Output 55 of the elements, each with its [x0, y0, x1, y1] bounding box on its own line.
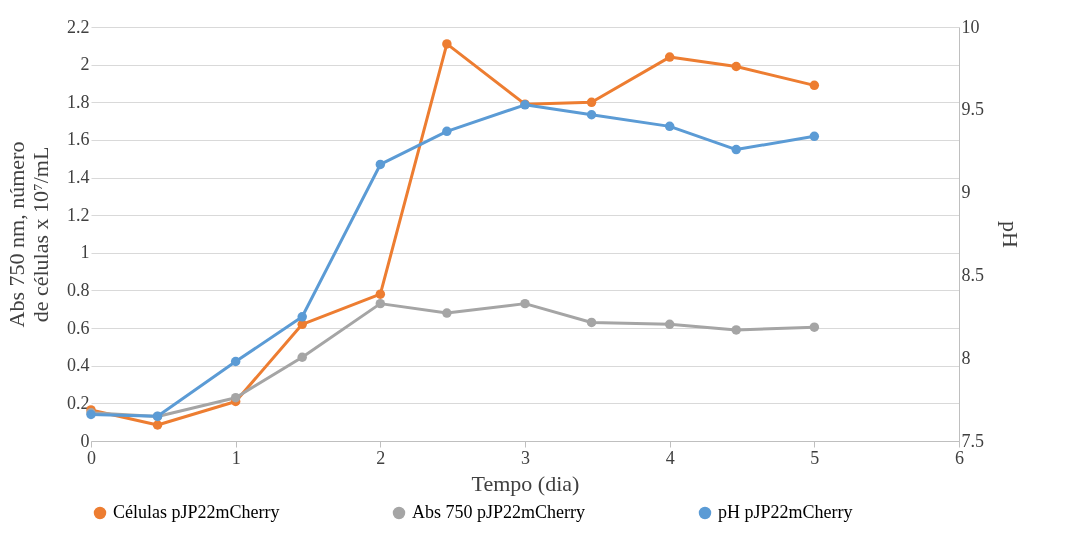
y2-tick-label: 7.5 [961, 430, 984, 451]
x-tick-label: 2 [376, 447, 386, 468]
point [586, 317, 597, 328]
y-tick-label: 0.2 [67, 392, 90, 413]
y-tick-label: 1.8 [67, 91, 90, 112]
y-axis-title: Abs 750 nm, número de células x 10⁷/mL [4, 141, 53, 328]
y-tick-label: 1.4 [67, 167, 90, 188]
y2-tick-label: 8.5 [961, 264, 984, 285]
point [442, 308, 452, 318]
point [230, 356, 241, 367]
point [809, 322, 820, 332]
y2-tick-label: 9.5 [961, 99, 984, 120]
point [586, 110, 597, 120]
x-axis-title: Tempo (dia) [471, 470, 580, 496]
y-tick-label: 0.8 [67, 279, 90, 300]
legend-label: pH pJP22mCherry [718, 502, 853, 522]
point [809, 80, 820, 91]
point [230, 392, 241, 403]
y-tick-label: 0.4 [67, 355, 90, 376]
point [297, 312, 307, 322]
x-tick-label: 6 [955, 447, 964, 468]
y2-tick-label: 10 [961, 16, 980, 37]
y-tick-label: 1.2 [67, 204, 90, 225]
y-tick-label: 1.6 [67, 129, 90, 150]
y2-tick-label: 9 [961, 182, 971, 203]
y-tick-label: 1 [80, 242, 90, 263]
point [375, 298, 386, 309]
point [586, 97, 597, 108]
point [375, 289, 386, 299]
x-tick-label: 1 [231, 447, 241, 468]
point [442, 126, 452, 137]
legend-label: Abs 750 pJP22mCherry [412, 502, 586, 522]
y2-axis-title: pH [998, 221, 1023, 249]
point [442, 39, 452, 49]
point [664, 52, 675, 62]
y-tick-label: 2.2 [67, 16, 90, 37]
point [731, 61, 741, 72]
x-tick-label: 3 [521, 447, 530, 468]
y-tick-label: 2 [80, 54, 90, 75]
x-tick-label: 4 [665, 447, 675, 468]
x-tick-label: 5 [810, 447, 820, 468]
point [809, 131, 820, 142]
point [664, 121, 675, 132]
point [731, 144, 741, 155]
point [152, 420, 163, 430]
point [297, 352, 307, 362]
y2-tick-label: 8 [961, 347, 971, 368]
point [731, 325, 741, 335]
y-tick-label: 0.6 [67, 317, 90, 338]
legend-label: Células pJP22mCherry [113, 502, 280, 522]
point [375, 159, 386, 170]
point [297, 319, 307, 330]
point [520, 298, 530, 309]
y-tick-label: 0 [80, 430, 90, 451]
point [664, 319, 675, 330]
